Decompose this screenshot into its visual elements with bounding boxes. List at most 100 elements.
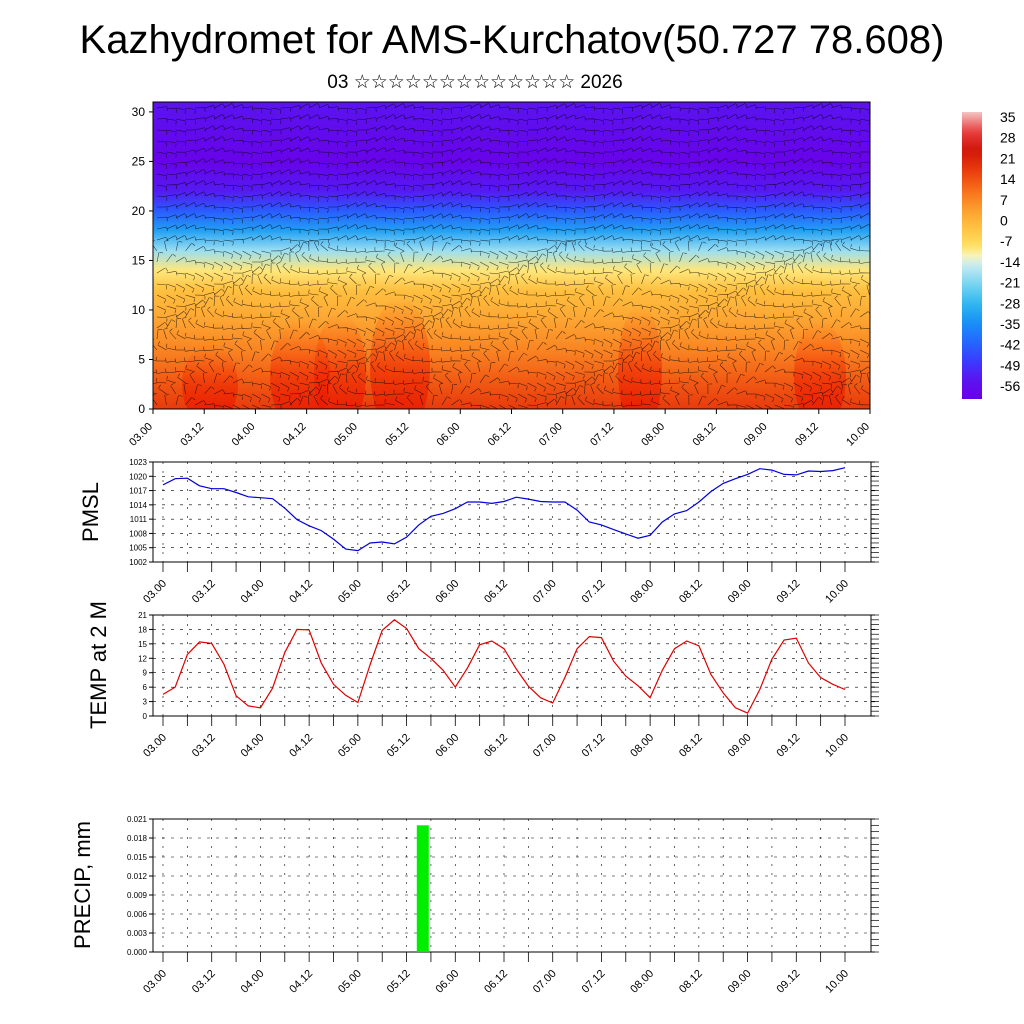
temp-xtick-label: 04.12: [287, 732, 315, 760]
precip-panel: 0.000 0.003 0.006 0.009 0.012 0.015 0.018 0.021…: [70, 815, 879, 996]
precip-ytick-label: 0.000: [127, 948, 148, 957]
precip-xtick-label: 03.12: [190, 968, 218, 996]
precip-grid: [153, 818, 871, 953]
colorbar-label: -35: [1000, 316, 1020, 332]
precip-xtick-label: 04.12: [287, 968, 315, 996]
heat-ytick-label: 30: [132, 105, 146, 119]
colorbar: 35 28 21 14 7 0 -7 -14 -21 -28 -35 -42 -49 -56: [962, 109, 1020, 399]
pmsl-grid: [153, 461, 871, 563]
precip-xtick-label: 08.00: [628, 968, 656, 996]
temp-ytick-label: 12: [138, 654, 147, 663]
pmsl-xtick-label: 09.00: [726, 578, 754, 606]
pmsl-xtick-label: 10.00: [823, 578, 851, 606]
precip-ytick-label: 0.015: [127, 853, 148, 862]
temp-panel: 0 3 6 9 12 15 18 21 03.00 03.12 04.00 04.12 05.00 05…: [86, 601, 879, 760]
heat-xtick-label: 05.00: [332, 421, 360, 449]
heat-xtick-label: 03.12: [178, 421, 206, 449]
colorbar-label: 21: [1000, 150, 1016, 166]
precip-frame: [152, 818, 872, 953]
precip-xtick-label: 10.00: [823, 968, 851, 996]
temp-xtick-label: 09.12: [774, 732, 802, 760]
temp-ytick-label: 21: [138, 611, 147, 620]
temp-axis-label: TEMP at 2 M: [86, 601, 111, 729]
temp-xtick-label: 05.00: [336, 732, 364, 760]
temp-frame: [152, 614, 872, 717]
heat-ytick-label: 25: [132, 154, 146, 168]
heat-xtick-label: 07.00: [537, 421, 565, 449]
pmsl-xtick-label: 07.12: [580, 578, 608, 606]
heat-xtick-label: 07.12: [588, 421, 616, 449]
temp-ytick-label: 3: [143, 698, 148, 707]
precip-xtick-label: 05.00: [336, 968, 364, 996]
temp-x-axis: 03.00 03.12 04.00 04.12 05.00 05.12 06.00 06.12…: [141, 716, 851, 760]
heat-xtick-label: 06.00: [434, 421, 462, 449]
colorbar-swatch: [962, 112, 982, 399]
precip-ytick-label: 0.021: [127, 815, 148, 824]
heat-ytick-label: 15: [132, 253, 146, 267]
chart-subtitle: 03 ☆☆☆☆☆☆☆☆☆☆☆☆☆ 2026: [327, 72, 623, 93]
colorbar-label: -7: [1000, 233, 1013, 249]
precip-xtick-label: 08.12: [677, 968, 705, 996]
temp-ytick-label: 0: [143, 712, 148, 721]
precip-xtick-label: 06.00: [433, 968, 461, 996]
pmsl-axis-label: PMSL: [78, 482, 103, 542]
precip-x-axis: 03.00 03.12 04.00 04.12 05.00 05.12 06.00 06.12…: [141, 952, 851, 996]
temp-xtick-label: 04.00: [239, 732, 267, 760]
heat-ytick-label: 0: [138, 402, 145, 416]
heat-ytick-label: 5: [138, 352, 145, 366]
heat-xtick-label: 09.12: [793, 421, 821, 449]
colorbar-label: -56: [1000, 378, 1020, 394]
pmsl-ytick-label: 1002: [129, 558, 147, 567]
precip-xtick-label: 04.00: [239, 968, 267, 996]
temperature-field: [153, 102, 870, 409]
colorbar-label: -28: [1000, 295, 1020, 311]
heat-xtick-label: 09.00: [742, 421, 770, 449]
precip-bars: [416, 825, 429, 952]
heat-xtick-label: 06.12: [486, 421, 514, 449]
pmsl-ytick-label: 1023: [129, 458, 147, 467]
colorbar-label: 7: [1000, 192, 1008, 208]
pmsl-xtick-label: 09.12: [774, 578, 802, 606]
temp-xtick-label: 03.00: [141, 732, 169, 760]
temp-series-line: [162, 619, 846, 714]
pmsl-ytick-label: 1005: [129, 544, 147, 553]
temp-xtick-label: 03.12: [190, 732, 218, 760]
temp-xtick-label: 08.00: [628, 732, 656, 760]
warm-patch: [370, 297, 430, 409]
pmsl-xtick-label: 03.00: [141, 578, 169, 606]
pmsl-xtick-label: 08.12: [677, 578, 705, 606]
pmsl-ytick-label: 1011: [130, 515, 148, 524]
pmsl-xtick-label: 07.00: [531, 578, 559, 606]
colorbar-label: 14: [1000, 171, 1016, 187]
pmsl-xtick-label: 04.00: [239, 578, 267, 606]
heat-ytick-label: 10: [132, 303, 146, 317]
precip-xtick-label: 06.12: [482, 968, 510, 996]
colorbar-labels: 35 28 21 14 7 0 -7 -14 -21 -28 -35 -42 -49 -56: [1000, 109, 1020, 394]
heat-xtick-label: 03.00: [127, 421, 155, 449]
wind-barb-paths: [153, 103, 870, 409]
temp-xtick-label: 09.00: [726, 732, 754, 760]
precip-ytick-label: 0.012: [127, 872, 148, 881]
pmsl-xtick-label: 04.12: [287, 578, 315, 606]
heatmap-x-axis: 03.00 03.12 04.00 04.12 05.00 05.12 06.00 06.12…: [127, 409, 872, 449]
pmsl-xtick-label: 06.12: [482, 578, 510, 606]
pmsl-ytick-label: 1008: [129, 529, 147, 538]
temp-xtick-label: 07.00: [531, 732, 559, 760]
heat-xtick-label: 04.12: [281, 421, 309, 449]
heat-xtick-label: 04.00: [230, 421, 258, 449]
chart-title: Kazhydromet for AMS-Kurchatov(50.727 78.…: [79, 18, 945, 62]
pmsl-ytick-label: 1014: [129, 501, 147, 510]
colorbar-label: 28: [1000, 130, 1016, 146]
temp-xtick-label: 07.12: [580, 732, 608, 760]
colorbar-label: 0: [1000, 213, 1008, 229]
cross-section-panel: 0 5 10 15 20 25 30 03.00 03.12 04.00 04.12 05.00 05…: [127, 101, 872, 449]
temp-ytick-label: 15: [138, 640, 147, 649]
precip-xtick-label: 09.12: [774, 968, 802, 996]
colorbar-label: -49: [1000, 357, 1020, 373]
temp-ytick-label: 18: [138, 625, 147, 634]
pmsl-x-axis: 03.00 03.12 04.00 04.12 05.00 05.12 06.00 06.12…: [141, 562, 851, 606]
precip-xtick-label: 07.12: [580, 968, 608, 996]
heat-ytick-label: 20: [132, 204, 146, 218]
pmsl-series-line: [162, 467, 846, 552]
